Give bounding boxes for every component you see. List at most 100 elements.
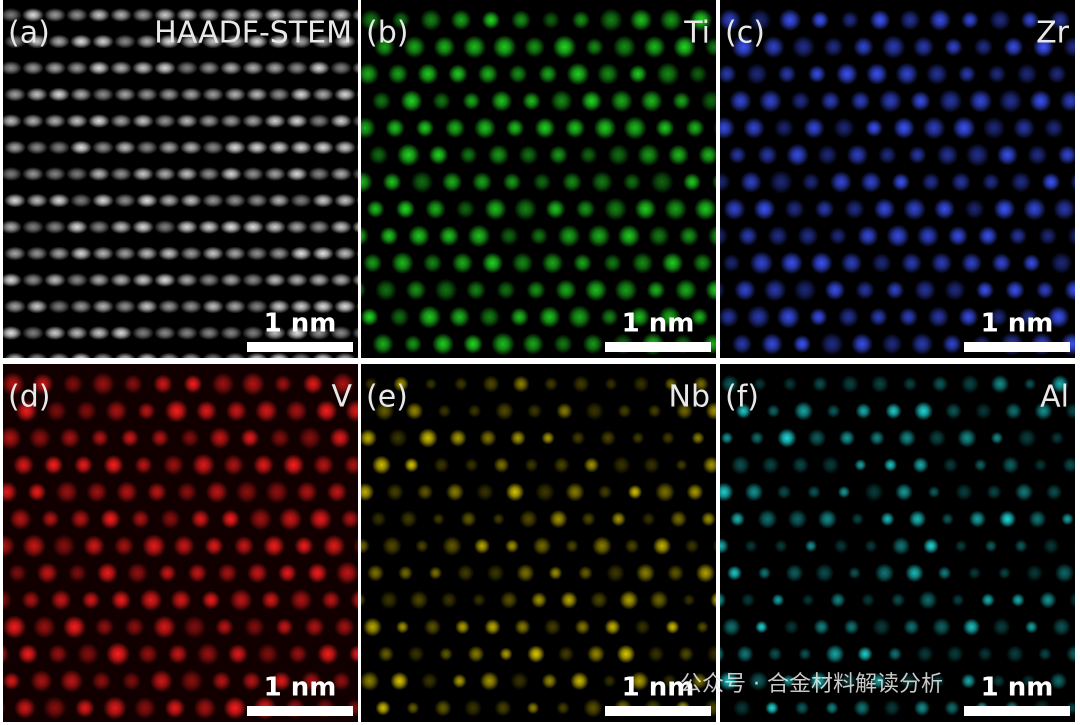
atom — [793, 278, 817, 302]
atom — [70, 34, 92, 49]
atom — [47, 643, 69, 665]
atom — [675, 458, 688, 472]
atom — [937, 566, 952, 580]
atom — [736, 645, 754, 663]
atom — [1004, 402, 1023, 420]
atom — [1025, 564, 1044, 582]
atom — [925, 62, 949, 86]
atom — [769, 170, 793, 194]
atom — [783, 619, 800, 635]
atom — [361, 9, 382, 31]
atom — [464, 699, 482, 717]
atom — [1029, 89, 1052, 113]
atom — [1047, 305, 1070, 329]
atom — [450, 9, 472, 31]
atom — [361, 307, 379, 327]
atom — [530, 591, 548, 609]
atom — [627, 484, 643, 500]
atom — [136, 193, 158, 208]
atom — [560, 591, 578, 609]
atom — [9, 507, 32, 531]
atom — [264, 220, 286, 234]
atom — [513, 197, 538, 221]
atom — [1052, 617, 1071, 637]
atom — [269, 427, 291, 449]
atom — [195, 400, 218, 422]
atom — [1038, 647, 1052, 661]
atom — [290, 87, 312, 102]
atom — [398, 565, 413, 581]
atom — [198, 61, 220, 75]
atom — [869, 430, 885, 446]
atom — [389, 307, 410, 327]
atom — [334, 352, 356, 358]
atom — [855, 402, 872, 420]
atom — [76, 400, 97, 422]
atom — [853, 36, 874, 58]
atom — [403, 334, 423, 354]
atom — [217, 562, 238, 584]
atom — [474, 538, 490, 554]
atom — [48, 246, 70, 261]
atom — [661, 431, 675, 445]
atom-columns — [3, 8, 358, 358]
atom — [286, 326, 308, 340]
atom — [1027, 144, 1048, 166]
scale-bar-label: 1 nm — [981, 309, 1054, 339]
atom — [691, 431, 705, 445]
atom — [524, 36, 545, 58]
atom — [688, 64, 708, 84]
atom — [541, 431, 555, 445]
atom — [840, 10, 860, 30]
atom — [290, 34, 312, 49]
atom — [326, 481, 348, 503]
atom — [15, 399, 38, 423]
atom — [532, 536, 552, 556]
atom — [637, 143, 660, 167]
atom — [744, 482, 764, 502]
atom — [870, 374, 890, 394]
atom — [682, 593, 696, 607]
atom — [352, 273, 358, 287]
atom — [826, 403, 841, 419]
atom — [830, 592, 846, 608]
atom — [176, 220, 198, 234]
atom — [990, 374, 1010, 394]
atom — [404, 457, 419, 473]
atom — [183, 374, 203, 394]
atom — [837, 485, 851, 499]
atom — [522, 91, 541, 111]
atom — [445, 482, 465, 502]
atom — [202, 34, 224, 49]
atom — [408, 225, 430, 247]
atom — [286, 220, 308, 234]
atom — [434, 278, 458, 302]
atom — [623, 116, 647, 140]
atom — [66, 167, 88, 181]
atom — [88, 8, 110, 22]
atom — [362, 617, 383, 637]
atom — [106, 642, 130, 666]
atom — [198, 273, 220, 287]
atom — [374, 36, 395, 58]
atom — [154, 114, 176, 128]
atom — [565, 482, 585, 502]
atom — [647, 645, 665, 663]
atom — [361, 62, 380, 86]
atom — [390, 671, 409, 691]
atom — [600, 307, 619, 327]
atom — [982, 116, 1006, 140]
atom — [405, 279, 427, 301]
atom — [921, 172, 941, 192]
atom — [136, 140, 158, 155]
atom — [361, 338, 363, 350]
atom — [864, 482, 884, 502]
atom — [998, 89, 1023, 113]
atom — [518, 145, 539, 165]
atom — [975, 280, 995, 300]
atom — [748, 671, 769, 691]
atom — [220, 8, 242, 22]
atom — [514, 618, 531, 636]
atom — [286, 273, 308, 287]
atom — [698, 144, 716, 166]
